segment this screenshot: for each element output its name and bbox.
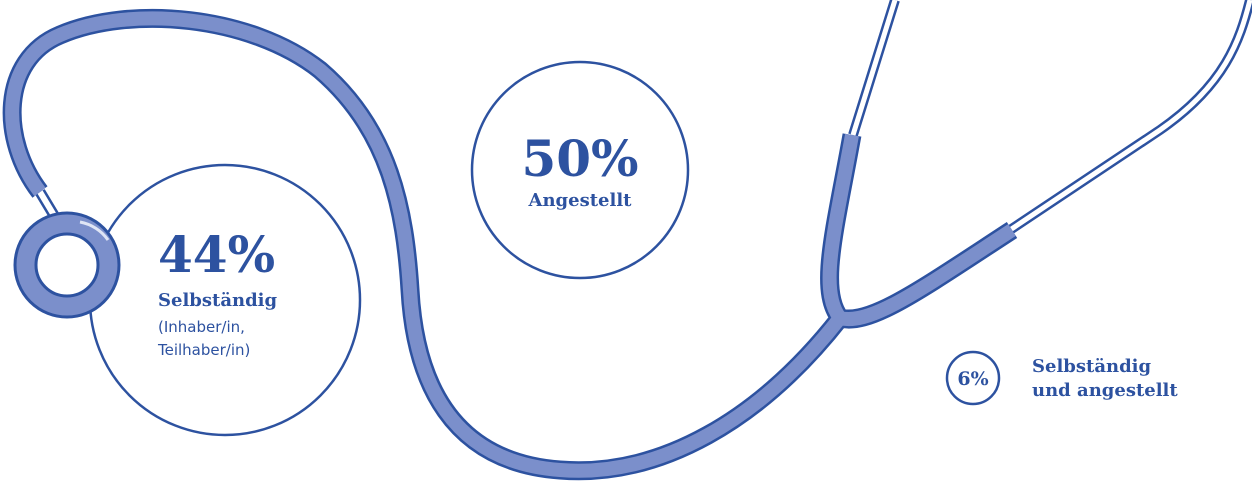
circle <box>470 60 690 280</box>
label: Angestellt <box>528 190 633 211</box>
label: und angestellt <box>1032 380 1178 401</box>
percent: 6% <box>957 368 988 390</box>
highlight <box>79 220 110 241</box>
label: Selbständig <box>158 290 277 311</box>
circle <box>945 350 1001 406</box>
note: Teilhaber/in) <box>157 341 250 359</box>
thin-tube <box>848 0 1252 235</box>
thin-tube <box>850 0 1252 233</box>
percent: 50% <box>521 129 638 188</box>
label: Selbständig <box>1032 356 1151 377</box>
tube <box>5 11 1016 478</box>
chest-piece-inner <box>34 232 100 298</box>
note: (Inhaber/in, <box>158 318 245 336</box>
percent: 44% <box>158 225 275 284</box>
